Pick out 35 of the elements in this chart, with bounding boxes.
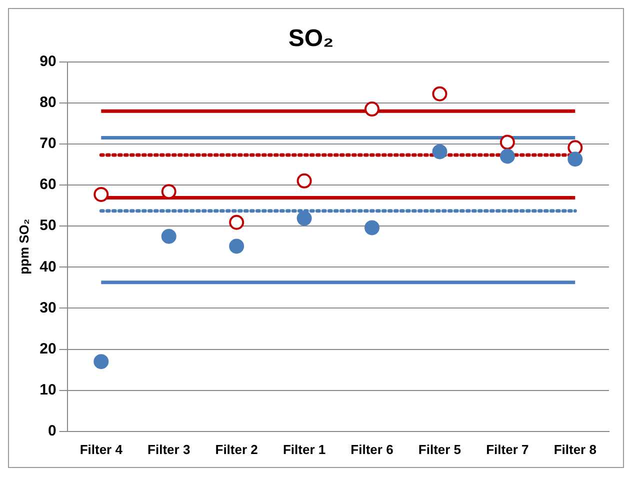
point: [161, 228, 176, 244]
point: [432, 144, 448, 160]
point: [296, 173, 312, 188]
point: [229, 214, 244, 230]
x-tick-label: Filter 7: [486, 442, 529, 457]
x-tick-label: Filter 5: [418, 442, 462, 457]
y-tick-label: 90: [40, 52, 56, 70]
point: [364, 220, 380, 236]
point: [296, 210, 312, 226]
chart-title: SO₂: [288, 25, 334, 52]
point: [568, 152, 583, 167]
point: [161, 184, 176, 200]
y-axis-title: ppm SO₂: [16, 218, 32, 274]
x-tick-label: Filter 6: [350, 442, 394, 457]
point: [432, 86, 448, 102]
point: [500, 134, 515, 150]
point: [364, 102, 380, 117]
point: [94, 186, 109, 202]
point: [229, 238, 244, 254]
x-tick-label: Filter 2: [215, 442, 258, 457]
x-tick-label: Filter 4: [80, 442, 124, 457]
y-tick-label: 40: [40, 258, 56, 276]
x-tick-label: Filter 1: [282, 442, 326, 457]
y-tick-label: 60: [40, 176, 56, 194]
y-tick-label: 50: [40, 217, 56, 234]
y-tick-label: 80: [40, 94, 56, 112]
y-tick-label: 70: [40, 135, 56, 152]
y-tick-label: 30: [40, 299, 56, 316]
point: [500, 148, 515, 164]
y-tick-label: 10: [40, 381, 56, 398]
x-tick-label: Filter 8: [554, 442, 596, 457]
y-tick-label: 0: [48, 422, 56, 440]
y-tick-label: 20: [40, 340, 56, 358]
x-tick-label: Filter 3: [148, 442, 190, 457]
point: [94, 354, 109, 370]
